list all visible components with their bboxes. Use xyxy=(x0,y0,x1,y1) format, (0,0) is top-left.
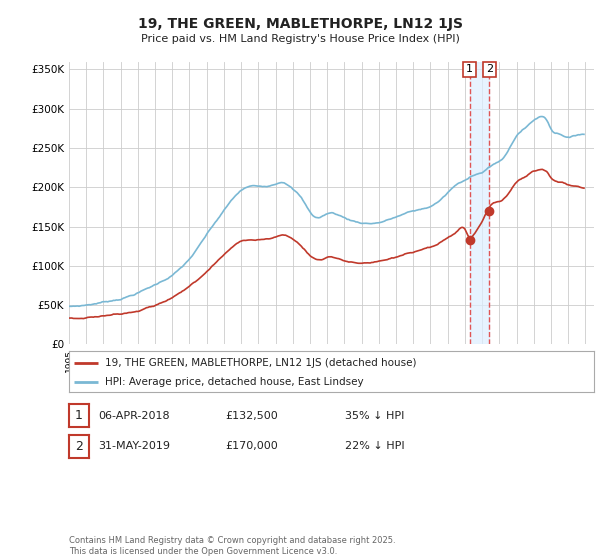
Text: 22% ↓ HPI: 22% ↓ HPI xyxy=(345,441,404,451)
Text: Price paid vs. HM Land Registry's House Price Index (HPI): Price paid vs. HM Land Registry's House … xyxy=(140,34,460,44)
Bar xyxy=(470,62,490,344)
Text: 19, THE GREEN, MABLETHORPE, LN12 1JS (detached house): 19, THE GREEN, MABLETHORPE, LN12 1JS (de… xyxy=(105,358,416,367)
Text: Contains HM Land Registry data © Crown copyright and database right 2025.
This d: Contains HM Land Registry data © Crown c… xyxy=(69,536,395,556)
Text: 1: 1 xyxy=(75,409,83,422)
Text: 2: 2 xyxy=(486,64,493,74)
Text: £170,000: £170,000 xyxy=(225,441,278,451)
Text: 06-APR-2018: 06-APR-2018 xyxy=(98,410,169,421)
Text: 1: 1 xyxy=(466,64,473,74)
Text: 35% ↓ HPI: 35% ↓ HPI xyxy=(345,410,404,421)
Text: 31-MAY-2019: 31-MAY-2019 xyxy=(98,441,170,451)
Text: HPI: Average price, detached house, East Lindsey: HPI: Average price, detached house, East… xyxy=(105,377,364,387)
Text: £132,500: £132,500 xyxy=(225,410,278,421)
Text: 2: 2 xyxy=(75,440,83,453)
Text: 19, THE GREEN, MABLETHORPE, LN12 1JS: 19, THE GREEN, MABLETHORPE, LN12 1JS xyxy=(137,16,463,30)
